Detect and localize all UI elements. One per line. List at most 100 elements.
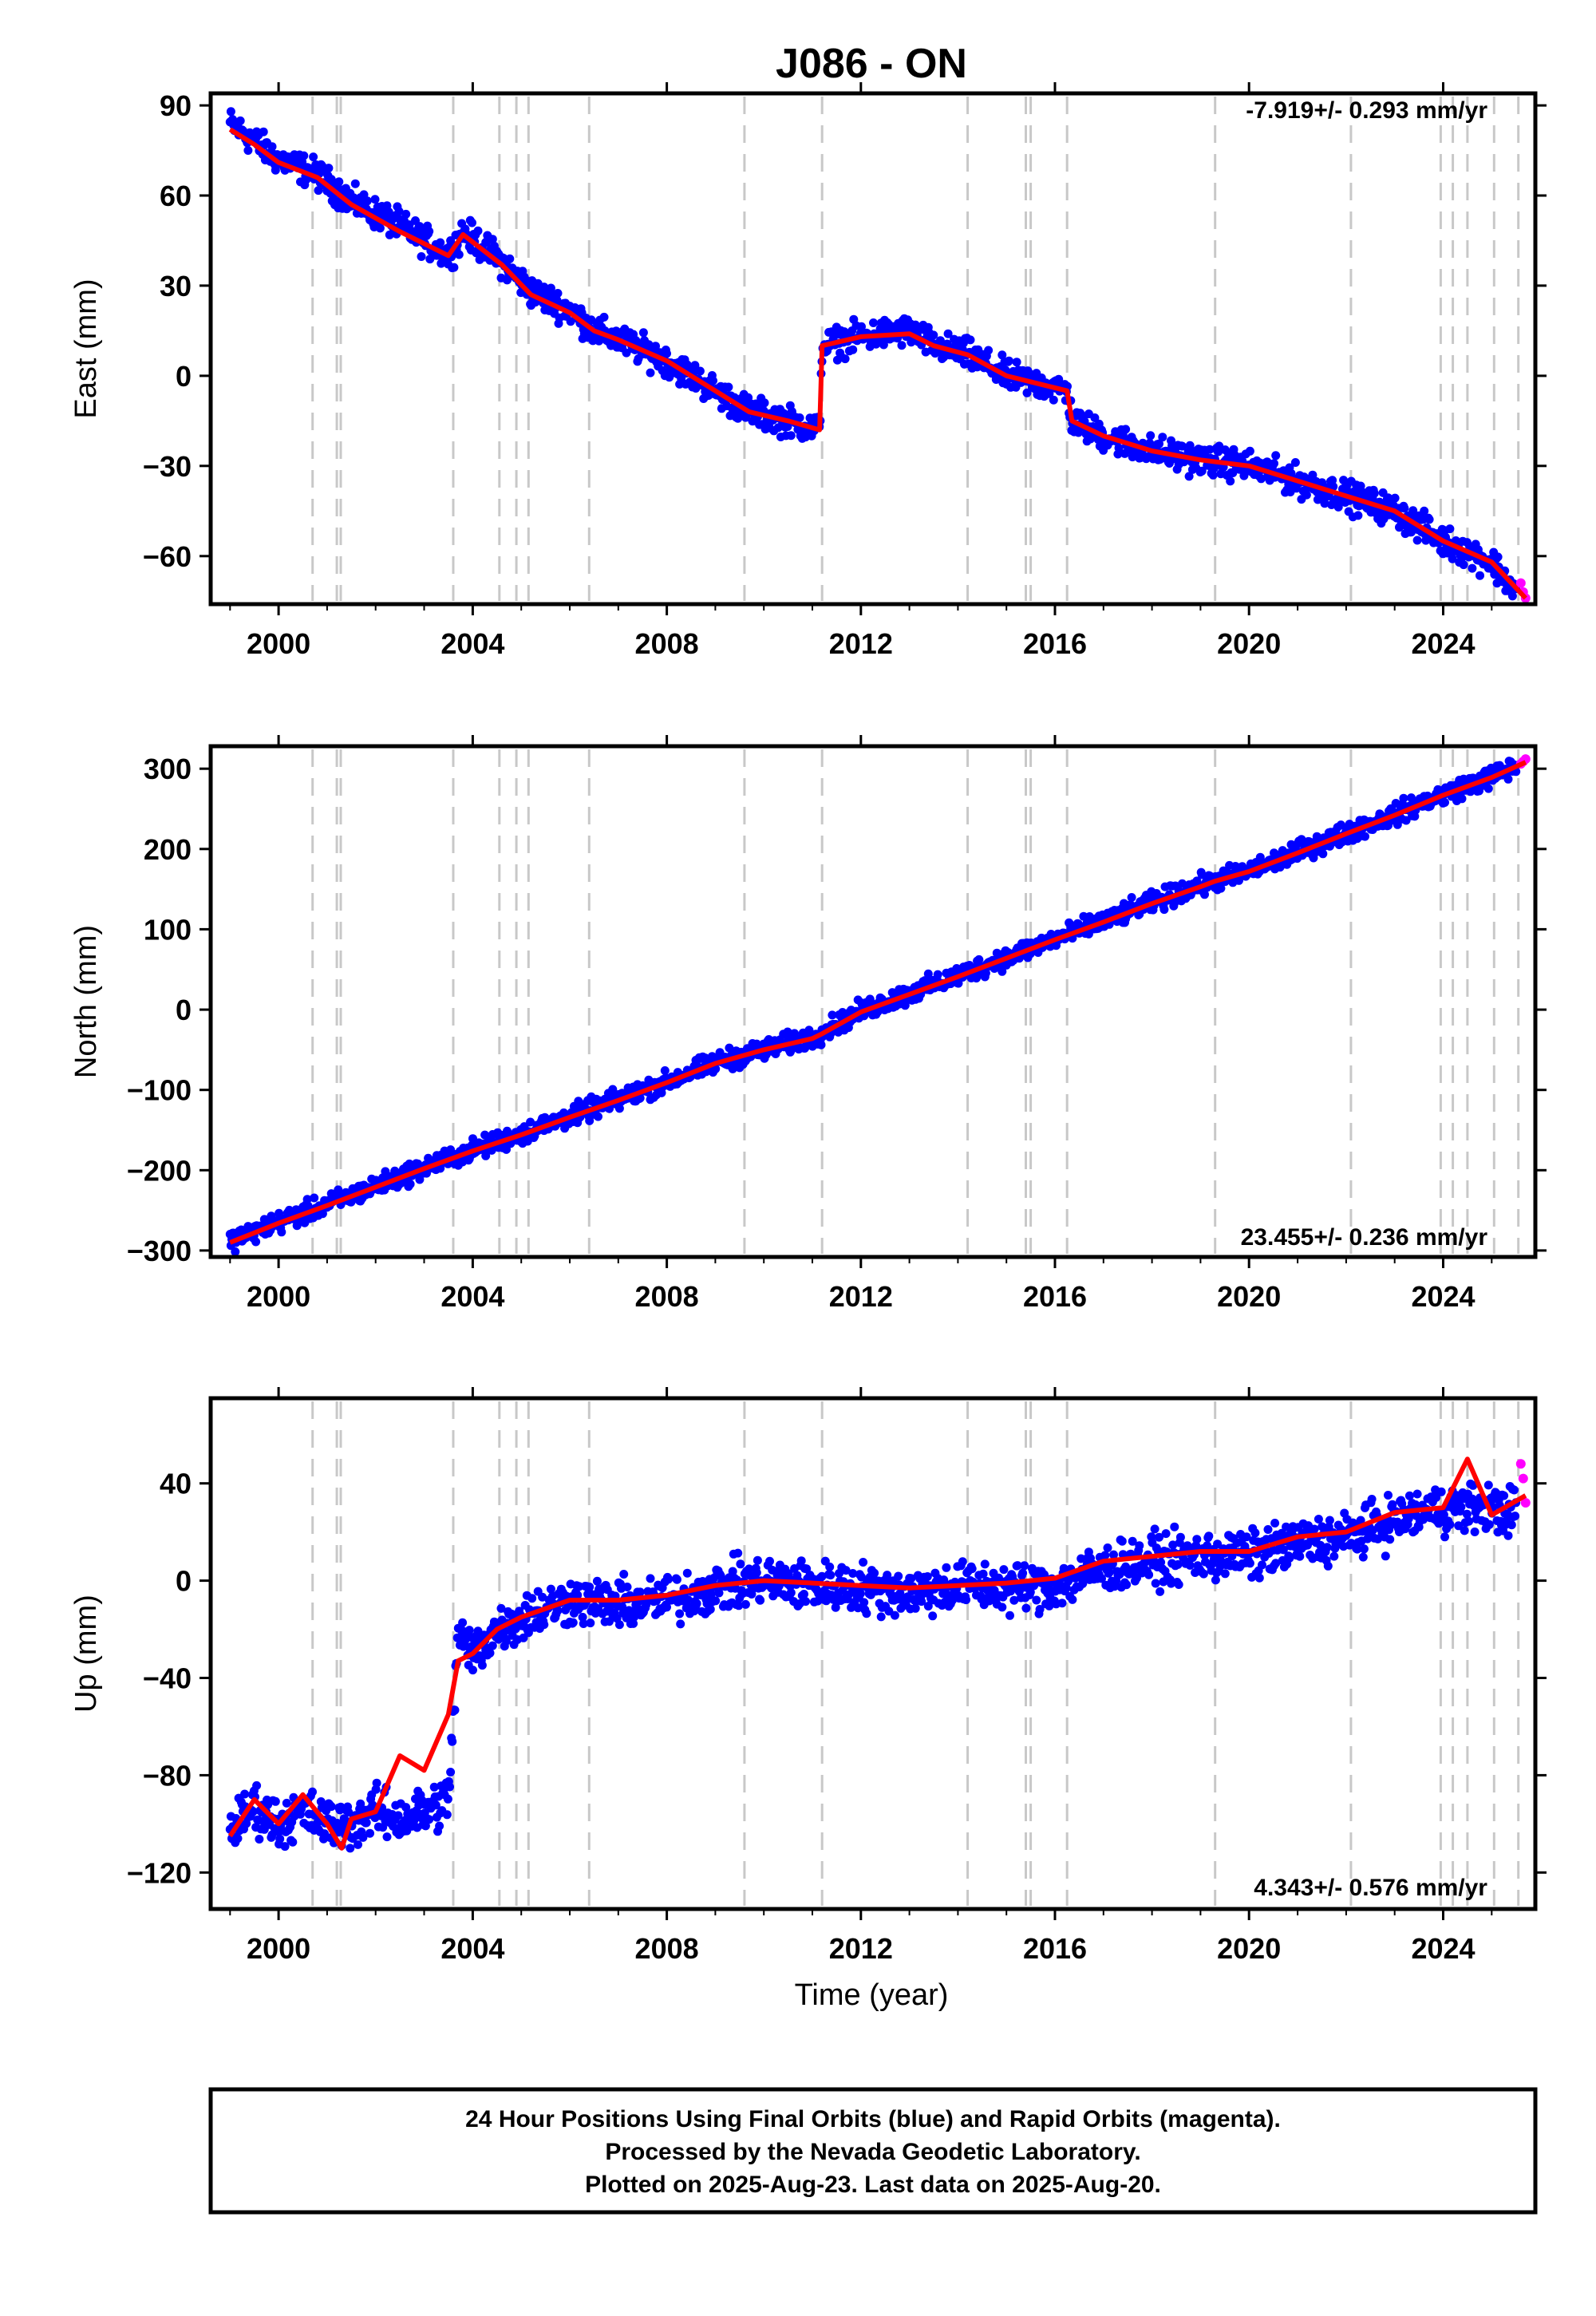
north-final-orbit-point	[933, 970, 942, 979]
up-final-orbit-point	[614, 1620, 624, 1630]
east-final-orbit-point	[1012, 358, 1021, 367]
up-final-orbit-point	[1483, 1480, 1493, 1490]
up-final-orbit-point	[1436, 1487, 1446, 1496]
up-final-orbit-point	[1367, 1495, 1377, 1504]
east-final-orbit-point	[1408, 506, 1418, 516]
north-final-orbit-point	[251, 1237, 261, 1247]
east-final-orbit-point	[786, 431, 796, 441]
north-final-orbit-point	[1336, 820, 1345, 830]
east-final-orbit-point	[1407, 528, 1416, 537]
east-final-orbit-point	[1448, 554, 1457, 563]
east-final-orbit-point	[385, 230, 394, 239]
up-final-orbit-point	[425, 1815, 434, 1824]
up-final-orbit-point	[1445, 1520, 1455, 1529]
north-final-orbit-point	[1216, 883, 1226, 893]
up-final-orbit-point	[800, 1590, 808, 1599]
up-y-tick-label: 40	[160, 1468, 192, 1500]
up-final-orbit-point	[825, 1562, 835, 1571]
north-final-orbit-point	[231, 1247, 240, 1256]
up-final-orbit-point	[765, 1556, 774, 1566]
north-final-orbit-point	[1503, 774, 1513, 784]
north-final-orbit-point	[614, 1104, 624, 1113]
up-final-orbit-point	[382, 1832, 392, 1842]
up-y-tick-label: −80	[143, 1759, 192, 1792]
up-final-orbit-point	[1057, 1599, 1067, 1608]
north-final-orbit-point	[608, 1085, 618, 1094]
east-rapid-orbit-point	[1515, 578, 1526, 588]
up-final-orbit-point	[676, 1619, 685, 1629]
up-final-orbit-point	[361, 1818, 371, 1828]
east-y-tick-label: 90	[160, 89, 192, 122]
up-final-orbit-point	[1204, 1531, 1214, 1541]
east-final-orbit-point	[446, 236, 456, 245]
east-final-orbit-point	[848, 345, 858, 354]
east-final-orbit-point	[724, 382, 733, 392]
east-final-orbit-point	[857, 322, 866, 331]
figure-title: J086 - ON	[776, 41, 967, 87]
up-final-orbit-point	[585, 1583, 595, 1591]
footer-line-1: 24 Hour Positions Using Final Orbits (bl…	[465, 2106, 1281, 2132]
east-final-orbit-point	[1384, 493, 1393, 503]
up-x-tick-label: 2024	[1411, 1932, 1475, 1965]
east-final-orbit-point	[651, 342, 660, 351]
up-x-tick-label: 2000	[247, 1932, 310, 1965]
north-y-tick-label: 300	[144, 753, 192, 785]
east-final-orbit-point	[1205, 445, 1215, 454]
north-final-orbit-point	[1318, 849, 1328, 859]
east-final-orbit-point	[1390, 493, 1400, 503]
up-final-orbit-point	[1381, 1551, 1390, 1561]
east-final-orbit-points	[225, 107, 1521, 601]
up-x-tick-label: 2008	[635, 1932, 699, 1965]
up-final-orbit-point	[1144, 1570, 1154, 1579]
up-final-orbit-point	[288, 1837, 298, 1847]
up-final-orbit-point	[443, 1794, 452, 1804]
up-y-tick-label: −120	[127, 1856, 192, 1889]
up-final-orbit-point	[1151, 1579, 1160, 1588]
up-final-orbit-point	[442, 1810, 452, 1820]
up-final-orbit-point	[1220, 1569, 1230, 1579]
east-final-orbit-point	[646, 368, 655, 377]
up-final-orbit-point	[980, 1559, 990, 1569]
north-final-orbit-point	[1159, 905, 1169, 915]
up-x-tick-label: 2020	[1217, 1932, 1281, 1965]
up-final-orbit-point	[1325, 1516, 1334, 1525]
north-final-orbit-point	[660, 1066, 670, 1075]
north-y-tick-label: 0	[176, 994, 192, 1026]
up-final-orbit-point	[435, 1821, 444, 1831]
up-final-orbit-point	[1170, 1522, 1179, 1531]
up-final-orbit-point	[1456, 1502, 1466, 1512]
up-final-orbit-point	[928, 1611, 938, 1621]
up-final-orbit-point	[756, 1595, 765, 1605]
east-final-orbit-point	[334, 177, 344, 187]
east-final-orbit-point	[1197, 466, 1207, 476]
east-y-tick-label: −60	[143, 540, 192, 573]
up-final-orbit-point	[1263, 1525, 1273, 1534]
east-final-orbit-point	[599, 312, 609, 322]
east-final-orbit-point	[1245, 446, 1254, 456]
up-final-orbit-point	[365, 1828, 374, 1838]
up-final-orbit-point	[240, 1789, 250, 1799]
up-final-orbit-point	[801, 1597, 811, 1607]
east-final-orbit-point	[259, 127, 268, 136]
east-final-orbit-point	[1329, 482, 1338, 492]
north-final-orbit-point	[302, 1195, 312, 1204]
north-x-tick-label: 2020	[1217, 1280, 1281, 1313]
east-final-orbit-point	[1178, 441, 1187, 451]
up-final-orbit-point	[568, 1618, 578, 1627]
up-final-orbit-point	[1175, 1532, 1185, 1542]
east-x-tick-label: 2004	[440, 627, 504, 660]
up-final-orbit-point	[705, 1605, 715, 1614]
up-final-orbit-point	[1460, 1526, 1469, 1535]
up-final-orbit-point	[275, 1834, 285, 1844]
east-y-tick-label: 60	[160, 180, 192, 212]
up-y-axis-title: Up (mm)	[69, 1595, 103, 1713]
east-final-orbit-point	[488, 235, 497, 244]
north-final-orbit-point	[1401, 816, 1411, 825]
east-final-orbit-point	[1184, 472, 1194, 481]
up-final-orbit-point	[1192, 1535, 1202, 1544]
up-rapid-orbit-point	[1518, 1473, 1528, 1484]
up-final-orbit-point	[1511, 1512, 1520, 1521]
east-final-orbit-point	[690, 361, 700, 370]
east-final-orbit-point	[1493, 552, 1503, 562]
east-final-orbit-point	[299, 151, 309, 160]
